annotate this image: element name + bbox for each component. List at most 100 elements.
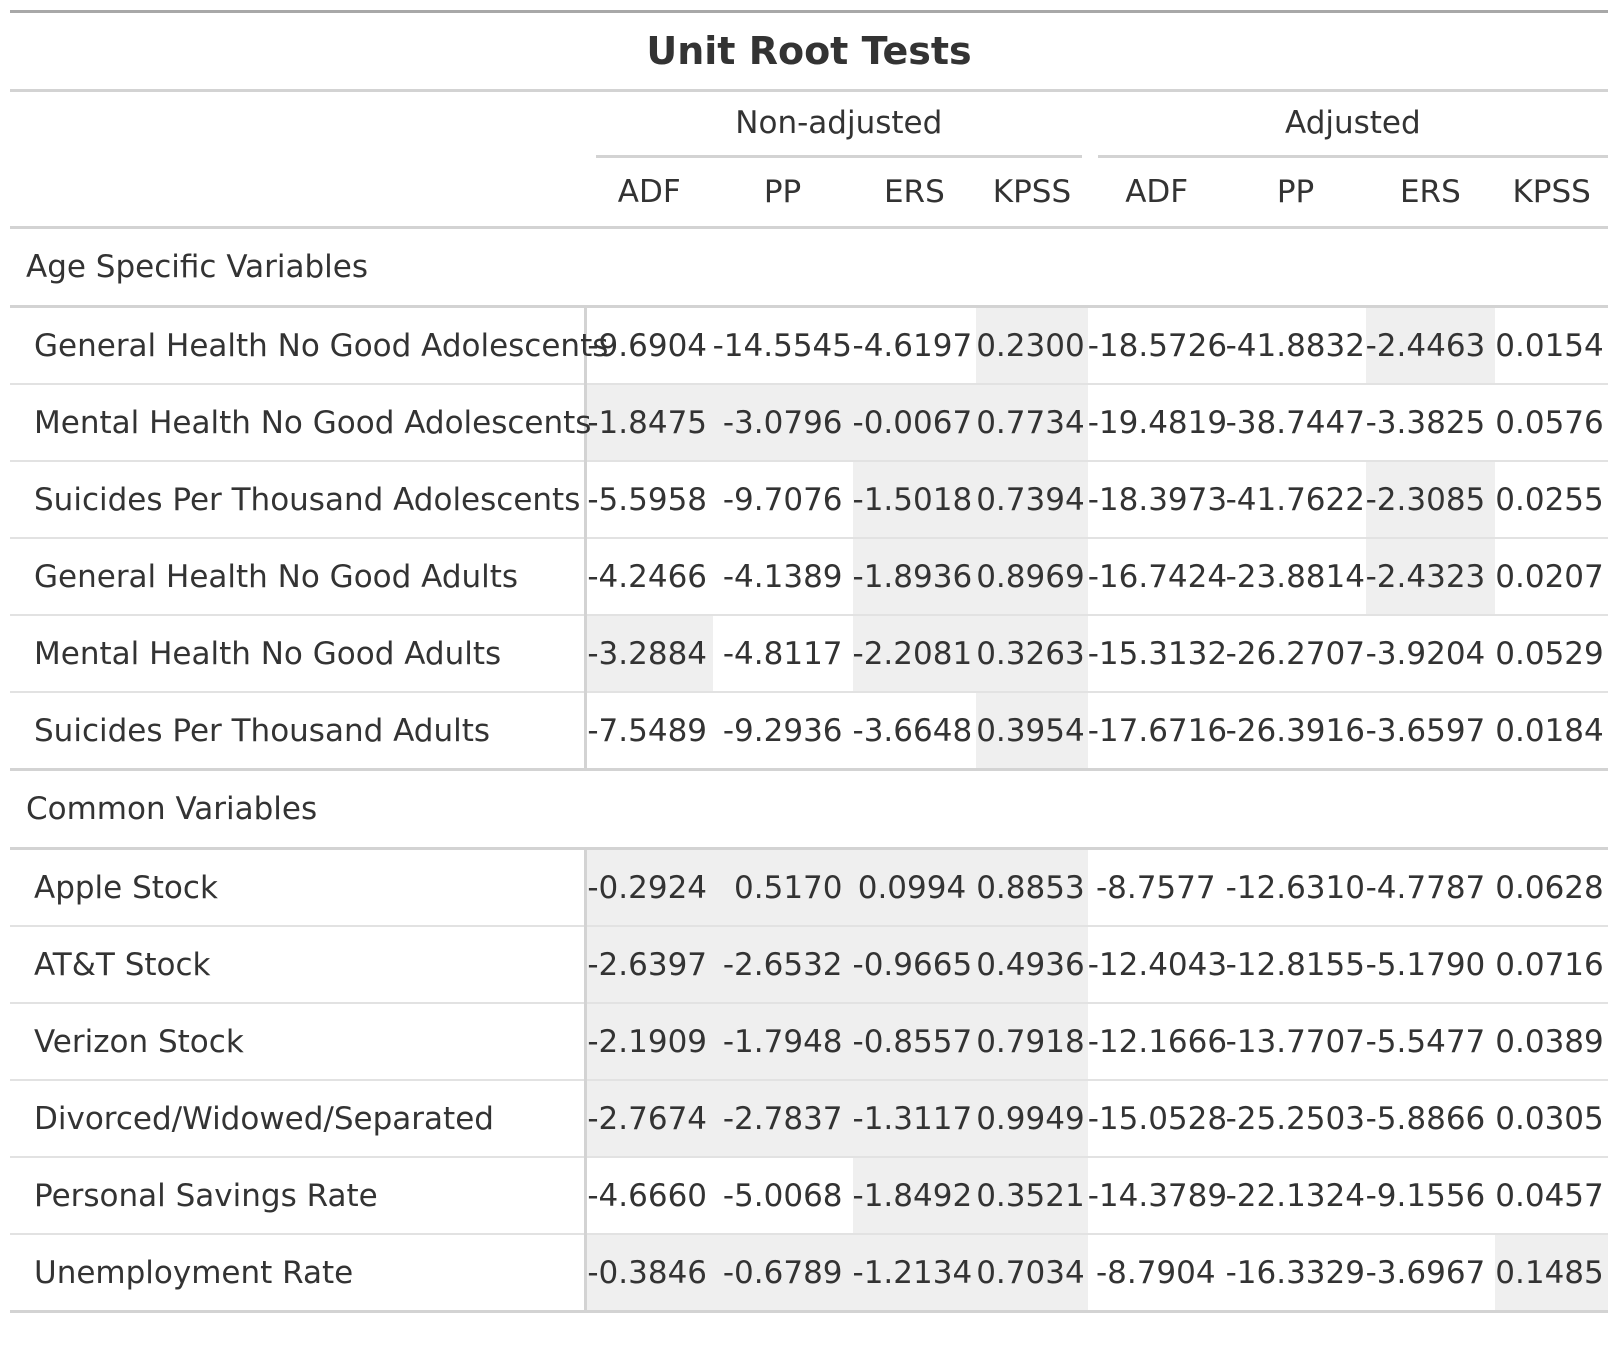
table-cell: -12.8155	[1225, 926, 1366, 1004]
table-cell: -1.8936	[852, 538, 977, 616]
table-cell: -22.1324	[1225, 1157, 1366, 1235]
table-cell: -2.3085	[1365, 461, 1496, 539]
table-cell: -12.1666	[1087, 1003, 1227, 1081]
table-cell: -4.2466	[585, 538, 713, 616]
table-row: Verizon Stock -2.1909 -1.7948 -0.8557 0.7918…	[10, 1003, 1608, 1081]
table-cell: -7.5489	[585, 692, 713, 771]
row-group: Age Specific Variables	[10, 227, 1608, 308]
table-row: Unemployment Rate -0.3846 -0.6789 -1.2134 0.…	[10, 1234, 1608, 1313]
table-cell: -23.8814	[1225, 538, 1366, 616]
table-cell: -18.5726	[1087, 306, 1227, 385]
table-cell: -2.7837	[712, 1080, 853, 1158]
table-row: Mental Health No Good Adolescents -1.8475…	[10, 384, 1608, 462]
table-cell: -41.7622	[1225, 461, 1366, 539]
table-cell: -3.6967	[1365, 1234, 1496, 1313]
row-label: AT&T Stock	[10, 926, 588, 1004]
spanner-non-adjusted-cell: Non-adjusted	[586, 91, 1088, 158]
table-cell: 0.0255	[1495, 461, 1608, 539]
row-label: Verizon Stock	[10, 1003, 588, 1081]
table-cell: 0.0389	[1495, 1003, 1608, 1081]
table-cell: -1.3117	[852, 1080, 977, 1158]
column-label-kpss-adjusted: KPSS	[1495, 158, 1608, 229]
table-cell: -25.2503	[1225, 1080, 1366, 1158]
table-cell: 0.1485	[1495, 1234, 1608, 1313]
table-cell: -9.1556	[1365, 1157, 1496, 1235]
table-cell: -2.1909	[585, 1003, 713, 1081]
table-cell: -2.4323	[1365, 538, 1496, 616]
table-cell: -1.5018	[852, 461, 977, 539]
row-label: Unemployment Rate	[10, 1234, 588, 1313]
table-cell: -3.6648	[852, 692, 977, 771]
row-label: Suicides Per Thousand Adolescents	[10, 461, 588, 539]
table-row: AT&T Stock -2.6397 -2.6532 -0.9665 0.4936 -12…	[10, 926, 1608, 1004]
table-cell: -19.4819	[1087, 384, 1227, 462]
table-cell: -2.2081	[852, 615, 977, 693]
spanner-adjusted-cell: Adjusted	[1088, 91, 1608, 158]
table-cell: -3.2884	[585, 615, 713, 693]
table-cell: -4.6197	[852, 306, 977, 385]
table-cell: 0.5170	[712, 848, 853, 927]
stub-column-label	[10, 158, 586, 229]
table-cell: -1.2134	[852, 1234, 977, 1313]
row-group-label: Age Specific Variables	[10, 227, 1608, 308]
table-cell: -12.6310	[1225, 848, 1366, 927]
table-row: Mental Health No Good Adults -3.2884 -4.81…	[10, 615, 1608, 693]
table-body: Age Specific Variables General Health No …	[10, 227, 1608, 1313]
column-label-adf: ADF	[585, 158, 713, 229]
table-cell: 0.0305	[1495, 1080, 1608, 1158]
table-cell: 0.7394	[976, 461, 1088, 539]
row-label: Divorced/Widowed/Separated	[10, 1080, 588, 1158]
table-cell: -9.2936	[712, 692, 853, 771]
table-title: Unit Root Tests	[10, 10, 1608, 92]
table-row: Personal Savings Rate -4.6660 -5.0068 -1.84…	[10, 1157, 1608, 1235]
table-cell: 0.7918	[976, 1003, 1088, 1081]
table-cell: 0.0457	[1495, 1157, 1608, 1235]
table-cell: -26.2707	[1225, 615, 1366, 693]
table-cell: -15.3132	[1087, 615, 1227, 693]
table-cell: -0.8557	[852, 1003, 977, 1081]
table-cell: 0.0154	[1495, 306, 1608, 385]
table-cell: -8.7904	[1087, 1234, 1226, 1313]
table-cell: -0.2924	[585, 848, 713, 927]
row-label: Mental Health No Good Adolescents	[10, 384, 591, 462]
table-cell: -3.9204	[1365, 615, 1496, 693]
column-label-adf-adjusted: ADF	[1087, 158, 1226, 229]
table-cell: 0.3521	[976, 1157, 1088, 1235]
table-cell: -16.3329	[1225, 1234, 1366, 1313]
table-cell: -4.6660	[585, 1157, 713, 1235]
table-cell: -0.6789	[712, 1234, 853, 1313]
table-cell: -38.7447	[1225, 384, 1366, 462]
table-cell: -3.3825	[1365, 384, 1496, 462]
table-cell: -2.4463	[1365, 306, 1496, 385]
table-cell: -4.8117	[712, 615, 853, 693]
table-row: Suicides Per Thousand Adolescents -5.5958…	[10, 461, 1608, 539]
table-cell: 0.0184	[1495, 692, 1608, 771]
table-cell: 0.3263	[976, 615, 1088, 693]
table-cell: -4.1389	[712, 538, 853, 616]
table-cell: 0.3954	[976, 692, 1088, 771]
row-label: General Health No Good Adults	[10, 538, 588, 616]
table-cell: -26.3916	[1225, 692, 1366, 771]
table-cell: 0.8969	[976, 538, 1088, 616]
table-cell: 0.0994	[852, 848, 977, 927]
table-cell: 0.8853	[976, 848, 1088, 927]
table-cell: -5.5477	[1365, 1003, 1496, 1081]
table-cell: -5.8866	[1365, 1080, 1496, 1158]
table-cell: -9.7076	[712, 461, 853, 539]
row-group-label: Common Variables	[10, 769, 1608, 850]
column-label-ers: ERS	[852, 158, 977, 229]
row-label: Suicides Per Thousand Adults	[10, 692, 588, 771]
table-cell: -5.0068	[712, 1157, 853, 1235]
table-cell: -14.3789	[1087, 1157, 1227, 1235]
table-cell: -0.0067	[852, 384, 977, 462]
table-cell: -0.3846	[585, 1234, 713, 1313]
table-row: Apple Stock -0.2924 0.5170 0.0994 0.8853 -8.7…	[10, 848, 1608, 927]
table-cell: 0.0529	[1495, 615, 1608, 693]
table-cell: 0.0716	[1495, 926, 1608, 1004]
table-cell: 0.4936	[976, 926, 1088, 1004]
table-cell: 0.7034	[976, 1234, 1088, 1313]
table-cell: 0.0207	[1495, 538, 1608, 616]
table-cell: -5.1790	[1365, 926, 1496, 1004]
table-row: General Health No Good Adults -4.2466 -4.1…	[10, 538, 1608, 616]
table-cell: -1.7948	[712, 1003, 853, 1081]
